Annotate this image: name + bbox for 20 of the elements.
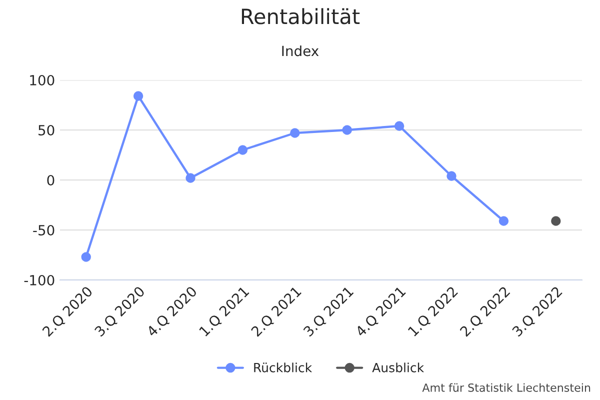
- y-tick-label: 0: [47, 174, 54, 186]
- chart-title: Rentabilität: [242, 8, 360, 24]
- point: [238, 145, 248, 155]
- point: [133, 91, 144, 101]
- point: [81, 252, 91, 262]
- y-tick-label: 100: [30, 74, 54, 86]
- chart-subtitle: Index: [282, 45, 319, 56]
- legend-label: Ausblick: [372, 362, 424, 372]
- y-tick-label: 50: [38, 124, 54, 136]
- point: [446, 171, 456, 181]
- point: [342, 125, 352, 135]
- y-tick-label: -50: [33, 224, 54, 236]
- point: [551, 216, 561, 226]
- point: [394, 121, 404, 131]
- point: [290, 128, 300, 138]
- y-tick-label: -100: [24, 274, 54, 286]
- point: [498, 216, 509, 226]
- point: [186, 173, 196, 183]
- legend-label: Rückblick: [254, 362, 312, 372]
- text: Amt für Statistik Liechtenstein: [422, 383, 590, 392]
